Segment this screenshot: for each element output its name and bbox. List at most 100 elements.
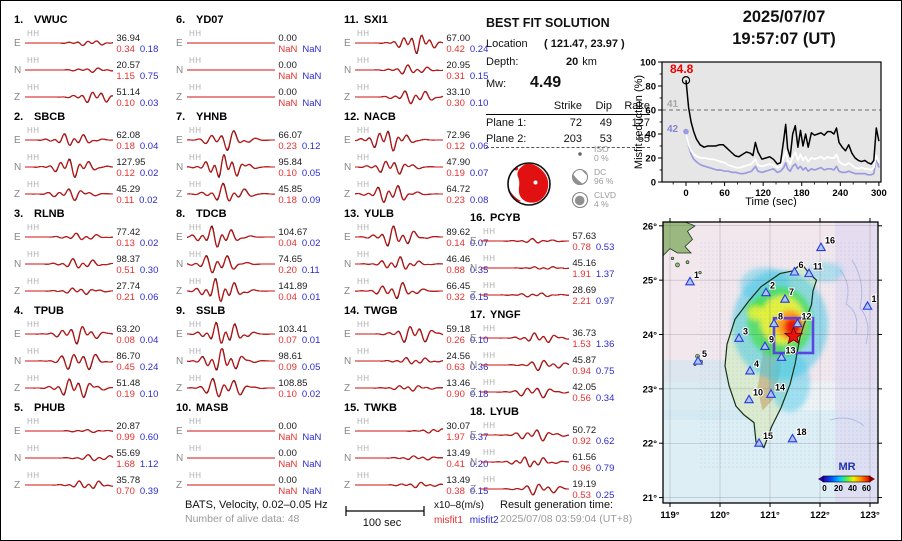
- component-label: N: [14, 453, 22, 464]
- misfit2-value: 0.07: [469, 237, 489, 249]
- amplitude-value: 0.00: [278, 86, 297, 98]
- amplitude-value: 95.84: [278, 156, 303, 168]
- station-TWGB: 14. TWGB E HH 59.18 0.26 0.10 N HH 24.56 0.63 0.36 Z…: [344, 305, 504, 402]
- channel-code: HH: [188, 320, 202, 329]
- amplitude-value: 66.45: [446, 280, 471, 292]
- amplitude-value: 27.74: [116, 280, 141, 292]
- plot-xlabel: Time (sec): [745, 196, 797, 207]
- map-station-triangle-3: [733, 332, 745, 342]
- amplitude-value: 108.85: [278, 377, 308, 389]
- plane2-row: Plane 2: 203 53 55: [486, 131, 650, 148]
- component-label: Z: [14, 286, 21, 297]
- map-station-number: 13: [786, 345, 796, 355]
- misfit2-value: 0.20: [469, 458, 489, 470]
- amplitude-value: 20.95: [446, 59, 471, 71]
- misfit2-value: 0.25: [595, 489, 615, 501]
- station-YULB: 13. YULB E HH 89.62 0.14 0.07 N HH 46.46 0.88 0.35 Z…: [344, 208, 504, 305]
- map-station-triangle-7: [779, 293, 791, 303]
- focal-mechanism-beachball: [507, 162, 551, 206]
- component-label: E: [176, 329, 183, 340]
- waveform-plot: [354, 225, 443, 247]
- svg-text:119°: 119°: [660, 510, 679, 521]
- map-station-number: 8: [778, 312, 783, 322]
- component-label: N: [14, 162, 22, 173]
- misfit2-value: 0.02: [139, 237, 159, 249]
- waveform-trace-E: E HH 66.07 0.23 0.12: [176, 126, 336, 154]
- waveform-plot: [480, 359, 570, 372]
- station-header: 14. TWGB: [344, 305, 398, 317]
- misfit1-value: NaN: [278, 70, 298, 82]
- channel-code: HH: [188, 417, 202, 426]
- waveform-plot: [354, 281, 443, 300]
- component-label: E: [176, 135, 183, 146]
- map-station-triangle-12: [792, 318, 803, 328]
- misfit2-value: NaN: [302, 458, 322, 470]
- channel-code: HH: [188, 56, 202, 65]
- misfit2-value: 0.07: [469, 167, 489, 179]
- misfit1-value: 0.42: [446, 43, 465, 55]
- event-datetime: 2025/07/07 19:57:07 (UT): [678, 6, 890, 50]
- amplitude-value: 63.20: [116, 323, 141, 335]
- waveform-plot: [354, 64, 444, 75]
- waveform-trace-N: N HH 20.95 0.31 0.15: [344, 56, 504, 84]
- misfit2-value: 0.06: [139, 291, 159, 303]
- misfit2-value: 1.12: [139, 458, 159, 470]
- misfit2-value: 0.97: [595, 295, 615, 307]
- waveform-trace-E: E HH 72.96 0.12 0.06: [344, 126, 504, 154]
- component-label: N: [344, 259, 352, 270]
- map-station-triangle-4: [744, 365, 756, 375]
- map-station-triangle-14: [765, 388, 777, 398]
- waveform-trace-E: E HH 63.20 0.08 0.04: [14, 320, 174, 348]
- misfit2-value: 0.01: [301, 334, 321, 346]
- map-station-number: 1: [694, 270, 699, 280]
- amplitude-value: 67.00: [446, 32, 471, 44]
- waveform-trace-Z: Z HH 45.29 0.11 0.02: [14, 180, 174, 208]
- station-RLNB: 3. RLNB E HH 77.42 0.13 0.02 N HH 98.37 0.51 0.30 Z H…: [14, 208, 174, 305]
- misfit2-value: 0.18: [469, 388, 489, 400]
- waveform-plot: [354, 256, 443, 270]
- waveform-plot: [354, 130, 443, 152]
- amplitude-value: 20.57: [116, 59, 141, 71]
- station-header: 16. PCYB: [470, 212, 521, 224]
- waveform-plot: [186, 457, 275, 459]
- component-label: N: [176, 259, 184, 270]
- misfit1-value: 0.56: [572, 392, 591, 404]
- misfit1-value: 1.97: [446, 431, 465, 443]
- amplitude-value: 59.18: [446, 323, 471, 335]
- waveform-plot: [480, 429, 570, 442]
- svg-text:0: 0: [651, 178, 656, 189]
- misfit2-value: 0.03: [139, 97, 159, 109]
- amplitude-value: 47.90: [446, 156, 471, 168]
- misfit1-value: 0.10: [278, 167, 297, 179]
- svg-text:0: 0: [683, 188, 688, 199]
- component-label: Z: [470, 387, 477, 398]
- misfit1-value: 0.11: [116, 194, 135, 206]
- svg-text:240: 240: [832, 188, 848, 199]
- waveform-plot: [186, 278, 275, 303]
- misfit2-value: 1.36: [595, 338, 615, 350]
- start-marker-blue: [683, 128, 689, 135]
- misfit1-value: 0.21: [116, 291, 135, 303]
- misfit1-value: 0.14: [446, 237, 465, 249]
- component-label: Z: [176, 189, 183, 200]
- svg-text:123°: 123°: [860, 510, 880, 521]
- svg-text:22°: 22°: [643, 439, 658, 450]
- component-label: E: [470, 430, 477, 441]
- channel-code: HH: [26, 83, 40, 92]
- misfit1-value: 0.53: [572, 489, 591, 501]
- waveform-plot: [24, 158, 113, 179]
- amplitude-value: 0.00: [278, 59, 297, 71]
- waveform-trace-E: E HH 103.41 0.07 0.01: [176, 320, 336, 348]
- component-label: E: [176, 38, 183, 49]
- waveform-plot: [24, 454, 114, 462]
- map-station-triangle-9: [759, 340, 771, 351]
- waveform-plot: [186, 484, 275, 486]
- station-YD07: 6. YD07 E HH 0.00 NaN NaN N HH 0.00 NaN NaN Z HH 0.00 N…: [176, 14, 336, 111]
- component-label: E: [14, 38, 21, 49]
- result-time-label: Result generation time:: [500, 499, 614, 511]
- channel-code: HH: [482, 227, 496, 236]
- misfit2-value: 0.15: [469, 291, 489, 303]
- waveform-trace-E: E HH 30.07 1.97 0.37: [344, 417, 504, 445]
- component-label: Z: [14, 480, 21, 491]
- amplitude-value: 30.07: [446, 420, 471, 432]
